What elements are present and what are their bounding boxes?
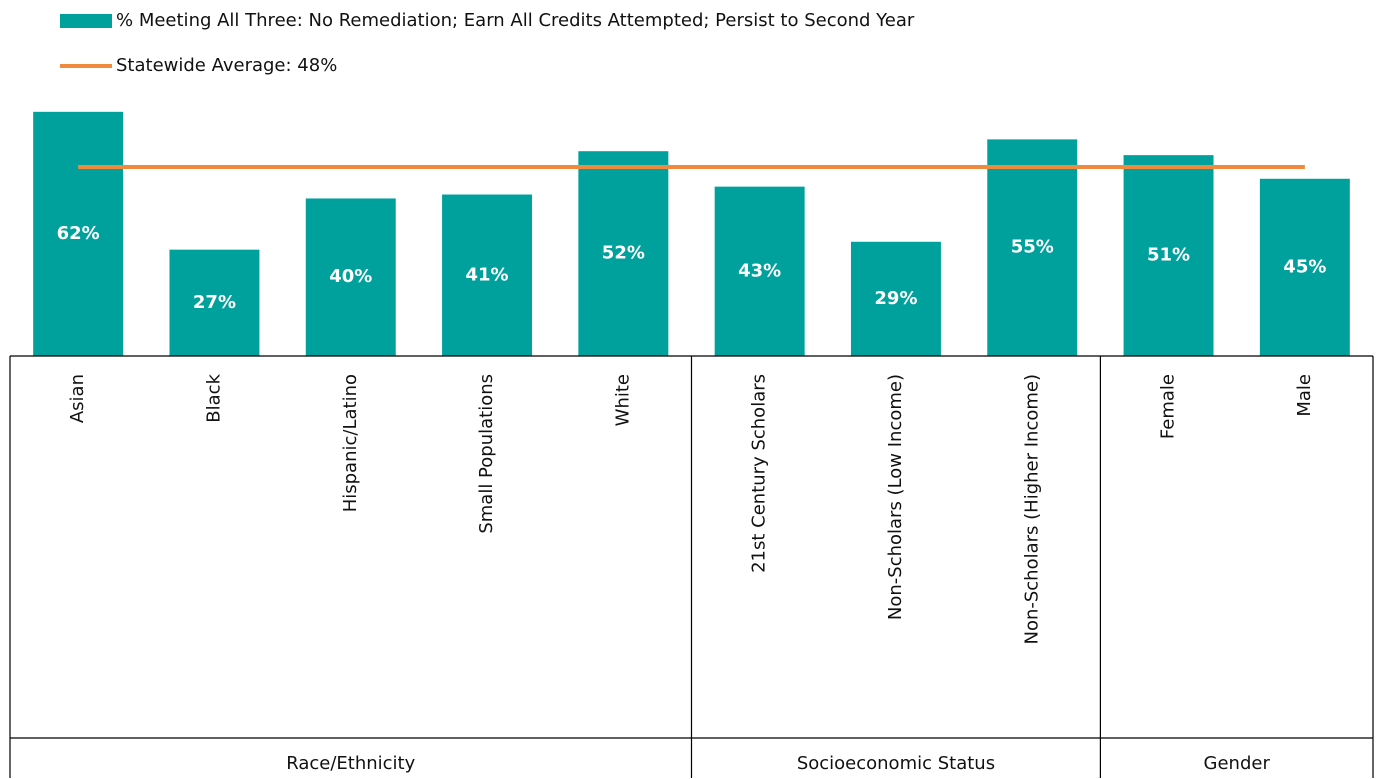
x-tick-label: Black — [203, 373, 224, 422]
value-label: 27% — [193, 292, 236, 313]
value-label: 62% — [57, 223, 100, 244]
value-label: 29% — [874, 288, 917, 309]
bar — [33, 111, 124, 356]
legend-swatch — [60, 14, 112, 28]
bar — [305, 198, 396, 356]
x-tick-label: 21st Century Scholars — [749, 374, 770, 573]
value-label: 40% — [329, 266, 372, 287]
x-tick-label: Small Populations — [476, 374, 497, 534]
value-label: 45% — [1283, 256, 1326, 277]
group-label: Socioeconomic Status — [797, 753, 995, 774]
x-tick-label: Non-Scholars (Higher Income) — [1021, 374, 1042, 645]
x-tick-label: Male — [1294, 374, 1315, 417]
value-label: 55% — [1011, 237, 1054, 258]
bar — [987, 139, 1078, 356]
group-label: Race/Ethnicity — [286, 753, 415, 774]
x-tick-label: Non-Scholars (Low Income) — [885, 374, 906, 620]
value-label: 43% — [738, 260, 781, 281]
value-label: 52% — [602, 243, 645, 264]
group-label: Gender — [1204, 753, 1271, 774]
bar — [850, 241, 941, 356]
bar — [1259, 178, 1350, 356]
bar — [442, 194, 533, 356]
x-tick-label: White — [612, 374, 633, 426]
value-label: 51% — [1147, 245, 1190, 266]
bar — [1123, 155, 1214, 356]
value-label: 41% — [466, 264, 509, 285]
x-tick-label: Hispanic/Latino — [340, 374, 361, 512]
bar — [714, 186, 805, 356]
legend-label: Statewide Average: 48% — [116, 55, 337, 76]
bar — [169, 249, 260, 356]
x-tick-label: Female — [1158, 374, 1179, 439]
bar — [578, 151, 669, 356]
legend-label: % Meeting All Three: No Remediation; Ear… — [116, 10, 915, 31]
x-tick-label: Asian — [67, 374, 88, 423]
